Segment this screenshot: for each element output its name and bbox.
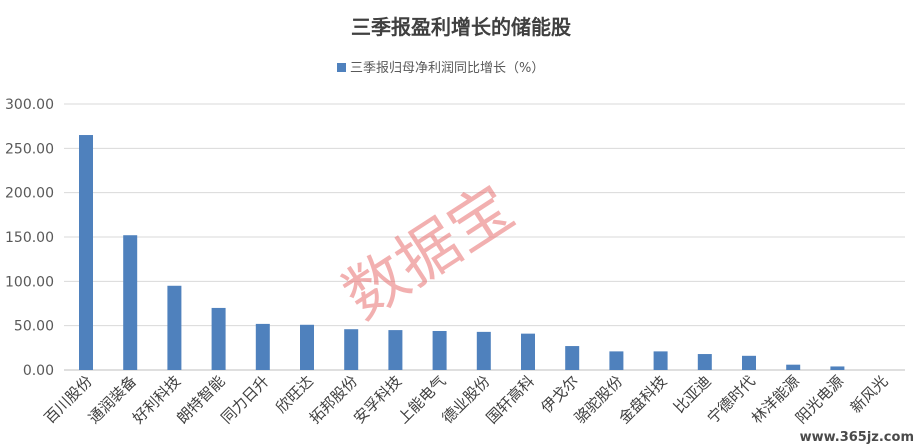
legend[interactable]: 三季报归母净利润同比增长（%）: [337, 61, 544, 76]
x-tick-label: 宁德时代: [704, 372, 759, 427]
bar[interactable]: [388, 330, 403, 370]
bar[interactable]: [742, 355, 756, 370]
y-tick-label: 300.00: [5, 97, 54, 113]
x-tick-label: 国轩高科: [483, 372, 538, 427]
bar[interactable]: [565, 346, 580, 370]
bar[interactable]: [344, 329, 359, 370]
y-tick-label: 250.00: [5, 141, 54, 157]
bar[interactable]: [79, 135, 93, 370]
y-tick-label: 100.00: [5, 274, 54, 290]
x-tick-label: 安孚科技: [350, 372, 405, 427]
x-tick-label: 拓邦股份: [306, 372, 361, 427]
x-tick-label: 百川股份: [41, 372, 96, 427]
bar[interactable]: [653, 351, 668, 370]
bar-series: [79, 135, 845, 370]
bar[interactable]: [432, 330, 447, 370]
x-tick-label: 德业股份: [438, 372, 493, 427]
x-tick-label: 上能电气: [394, 372, 449, 427]
y-tick-label: 0.00: [23, 363, 54, 379]
bar[interactable]: [609, 351, 624, 370]
y-tick-label: 50.00: [14, 319, 54, 335]
x-tick-label: 朗特智能: [173, 372, 228, 427]
x-tick-label: 金盘科技: [615, 372, 670, 427]
watermark-text: 数据宝: [330, 171, 526, 334]
x-tick-label: 阳光电源: [792, 372, 847, 427]
y-tick-label: 200.00: [5, 186, 54, 202]
chart-title: 三季报盈利增长的储能股: [351, 15, 571, 39]
y-axis: 0.00 50.00 100.00 150.00 200.00 250.00 300.00: [5, 97, 54, 379]
bar[interactable]: [211, 307, 226, 370]
x-tick-label: 骆驼股份: [571, 372, 626, 427]
bar[interactable]: [167, 285, 182, 370]
bar[interactable]: [521, 333, 535, 370]
bar[interactable]: [255, 323, 270, 370]
bar[interactable]: [830, 366, 845, 370]
x-tick-label: 好利科技: [129, 372, 184, 427]
x-tick-label: 林洋能源: [748, 372, 803, 427]
bar[interactable]: [476, 331, 491, 370]
gridlines: [64, 103, 905, 371]
y-tick-label: 150.00: [5, 230, 54, 246]
x-tick-label: 新风光: [847, 372, 892, 417]
bar[interactable]: [697, 354, 712, 370]
bar[interactable]: [300, 324, 314, 370]
legend-label: 三季报归母净利润同比增长（%）: [350, 61, 544, 76]
x-tick-label: 同力日升: [217, 372, 272, 427]
corner-watermark: www.365jz.com: [800, 430, 914, 445]
bar[interactable]: [123, 235, 138, 370]
x-tick-label: 通润装备: [85, 372, 140, 427]
bar[interactable]: [786, 364, 801, 370]
legend-swatch: [337, 63, 346, 72]
